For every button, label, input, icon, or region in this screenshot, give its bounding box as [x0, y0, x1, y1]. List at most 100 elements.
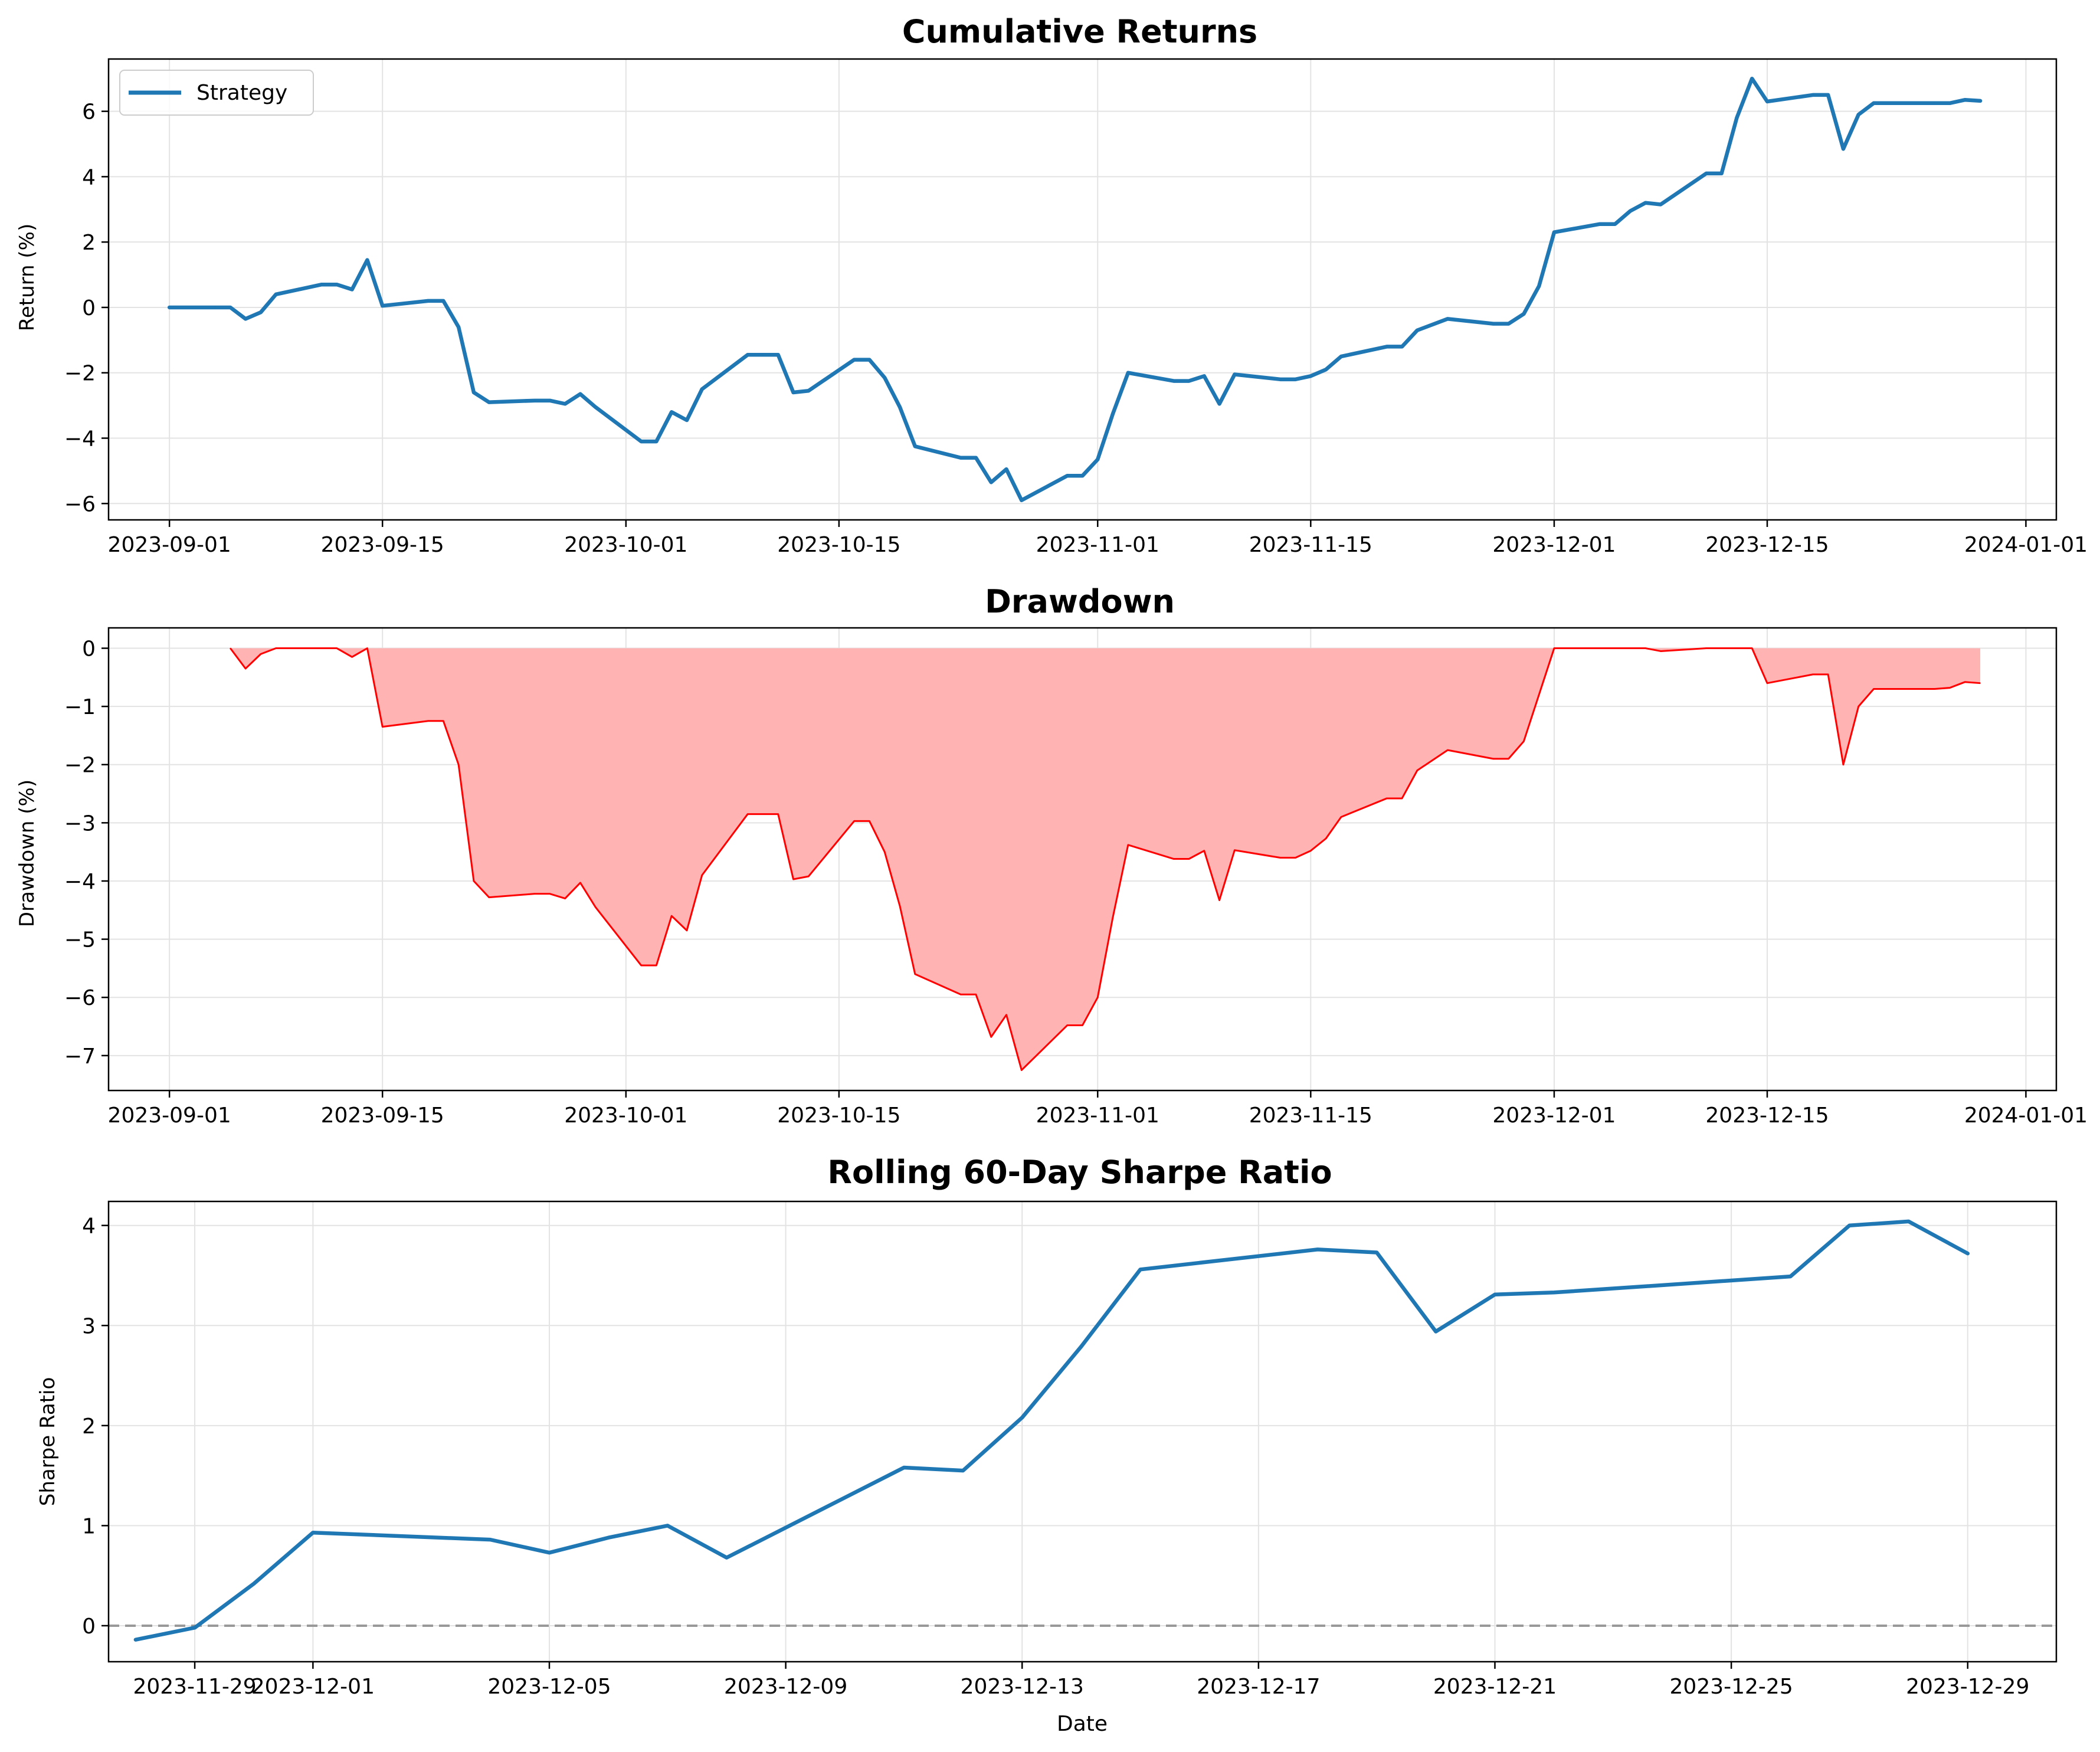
data-point	[1842, 148, 1845, 150]
data-point	[1538, 285, 1540, 287]
y-tick-label: 0	[82, 637, 96, 661]
data-point	[1980, 682, 1981, 684]
data-point	[1279, 378, 1282, 381]
data-point	[1279, 857, 1281, 859]
data-point	[260, 653, 261, 655]
data-point	[1827, 94, 1829, 96]
data-point	[701, 388, 703, 390]
x-tick-label: 2023-09-01	[108, 533, 231, 557]
data-point	[914, 445, 916, 447]
data-point	[1097, 997, 1099, 998]
chart-title: Drawdown	[985, 583, 1175, 620]
x-tick-label: 2023-12-05	[487, 1675, 611, 1699]
data-point	[321, 647, 322, 649]
y-tick-label: 2	[82, 1414, 96, 1439]
data-point	[1614, 223, 1616, 225]
data-point	[640, 965, 642, 966]
data-point	[1494, 1293, 1496, 1296]
y-axis-ticks: −6 −4 −2 0 2 4 6	[64, 100, 109, 516]
data-point	[1857, 706, 1859, 707]
plot-area	[109, 1219, 2056, 1642]
data-point	[975, 457, 977, 459]
data-point	[1417, 769, 1418, 771]
x-tick-label: 2023-09-15	[321, 533, 444, 557]
data-point	[670, 411, 673, 413]
data-point	[1812, 674, 1814, 675]
data-point	[1385, 345, 1388, 348]
data-point	[1233, 374, 1236, 376]
chart-title: Cumulative Returns	[902, 13, 1257, 50]
data-point	[1096, 459, 1099, 461]
data-point	[959, 457, 962, 459]
data-point	[549, 893, 551, 895]
plot-area	[167, 76, 1983, 503]
drawdown-line	[230, 647, 1981, 1071]
legend: Strategy	[119, 70, 314, 116]
data-point	[1005, 1014, 1007, 1016]
data-point	[1508, 323, 1510, 325]
y-axis-ticks: −7 −6 −5 −4 −3 −2 −1 0	[64, 637, 109, 1069]
data-point	[1948, 102, 1951, 104]
data-point	[640, 440, 643, 443]
x-tick-label: 2023-11-01	[1036, 1103, 1159, 1128]
data-point	[1128, 844, 1129, 846]
data-point	[253, 1583, 255, 1585]
data-point	[533, 399, 536, 402]
legend-label-strategy: Strategy	[196, 81, 287, 105]
data-point	[762, 353, 764, 356]
data-point	[366, 259, 368, 261]
y-axis-ticks: 0 1 2 3 4	[82, 1214, 109, 1639]
data-point	[1492, 323, 1495, 325]
data-point	[1767, 682, 1768, 684]
data-point	[214, 306, 217, 309]
data-point	[1949, 687, 1951, 689]
data-point	[1173, 858, 1175, 860]
y-tick-label: 0	[82, 296, 96, 320]
data-point	[1234, 849, 1236, 851]
data-point	[1316, 1248, 1319, 1250]
data-point	[960, 994, 961, 995]
data-point	[275, 293, 277, 296]
data-point	[1508, 758, 1509, 759]
y-tick-label: 1	[82, 1514, 96, 1538]
panel-cumulative-returns: Cumulative Returns Return (%) 2023-09-01…	[15, 13, 2088, 557]
data-point	[1964, 681, 1966, 683]
data-point	[1310, 850, 1312, 852]
data-point	[990, 481, 992, 483]
data-point	[1203, 375, 1205, 377]
data-point	[903, 1466, 905, 1469]
data-point	[351, 656, 353, 658]
data-point	[473, 880, 474, 882]
data-point	[1325, 838, 1326, 839]
data-point	[1401, 798, 1403, 799]
data-point	[1295, 857, 1296, 859]
data-point	[1598, 223, 1601, 225]
y-tick-label: 6	[82, 100, 96, 125]
x-tick-label: 2023-12-17	[1197, 1675, 1320, 1699]
x-tick-label: 2023-12-13	[961, 1675, 1084, 1699]
data-point	[1523, 741, 1525, 742]
x-tick-label: 2023-10-15	[777, 1103, 900, 1128]
x-tick-label: 2023-11-01	[1036, 533, 1159, 557]
data-point	[366, 647, 368, 649]
data-point	[1188, 858, 1190, 860]
data-point	[792, 879, 794, 880]
data-point	[312, 1531, 314, 1534]
data-point	[564, 898, 566, 899]
data-point	[194, 1626, 196, 1629]
data-point	[1811, 94, 1814, 96]
data-point	[1434, 1330, 1437, 1332]
data-point	[990, 1036, 992, 1038]
data-point	[1218, 899, 1220, 901]
data-point	[1188, 380, 1190, 382]
y-tick-label: −1	[64, 695, 96, 719]
y-tick-label: −6	[64, 492, 96, 516]
x-tick-label: 2023-09-15	[321, 1103, 444, 1128]
data-point	[915, 973, 916, 975]
data-point	[1644, 202, 1647, 204]
data-point	[1493, 758, 1494, 759]
data-point	[975, 994, 977, 995]
data-point	[1386, 798, 1388, 799]
x-axis-ticks: 2023-09-01 2023-09-15 2023-10-01 2023-10-15…	[108, 520, 2088, 557]
